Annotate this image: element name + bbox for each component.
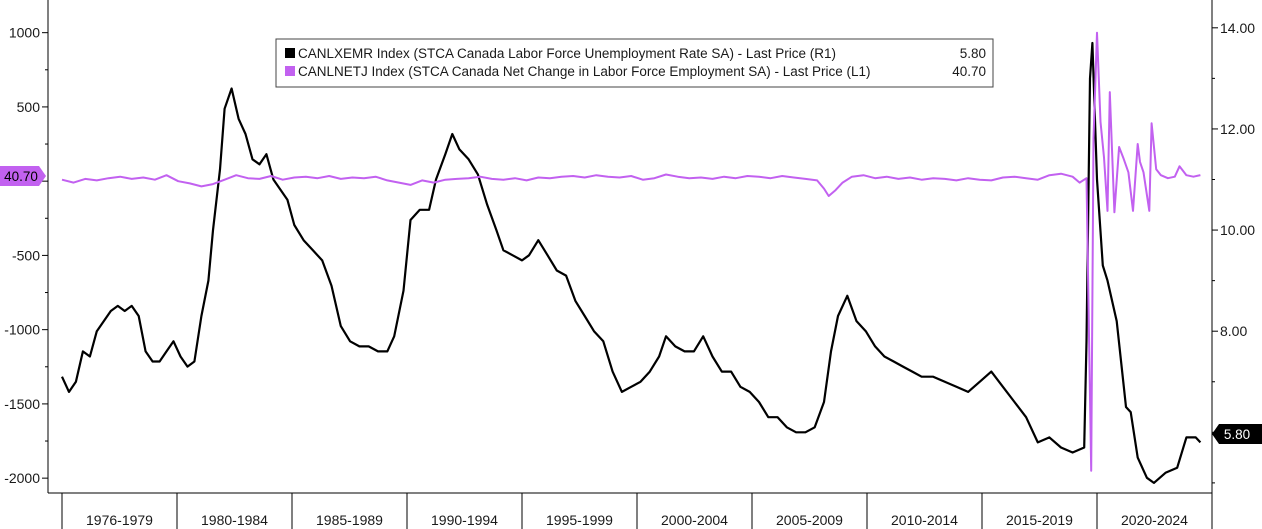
left-axis-tick-label: -1000 xyxy=(4,322,40,338)
left-axis-tick-label: 1000 xyxy=(9,25,40,41)
x-axis-tick-label: 2015-2019 xyxy=(1006,512,1073,528)
right-axis-tick-label: 14.00 xyxy=(1220,20,1255,36)
last-value-badges: 40.70 5.80 xyxy=(0,166,1262,444)
series-layer xyxy=(61,31,1202,484)
legend-swatch-employment xyxy=(285,66,295,76)
left-axis-tick-label: -2000 xyxy=(4,470,40,486)
legend-label-unemployment: CANLXEMR Index (STCA Canada Labor Force … xyxy=(298,46,836,61)
right-axis-tick-label: 12.00 xyxy=(1220,121,1255,137)
series-line-unemployment-rate xyxy=(61,41,1202,484)
badge-unemployment-value: 5.80 xyxy=(1224,427,1250,442)
x-axis-tick-label: 2020-2024 xyxy=(1121,512,1188,528)
legend-box xyxy=(275,38,994,88)
x-axis-tick-label: 2000-2004 xyxy=(661,512,728,528)
x-axis-tick-label: 1995-1999 xyxy=(546,512,613,528)
left-axis: 10005000-500-1000-1500-2000 xyxy=(4,0,49,493)
legend-swatch-unemployment xyxy=(285,48,295,58)
badge-employment-shape xyxy=(0,166,46,186)
x-axis: 1976-1979 1980-1984 1985-1989 1990-1994 1995… xyxy=(48,492,1213,529)
x-axis-tick-label: 2010-2014 xyxy=(891,512,958,528)
series-line-employment-change xyxy=(61,31,1201,472)
badge-employment-value: 40.70 xyxy=(4,169,38,184)
legend-value-employment: 40.70 xyxy=(952,64,986,79)
left-axis-tick-label: 500 xyxy=(17,99,41,115)
x-axis-tick-label: 1990-1994 xyxy=(431,512,498,528)
x-axis-tick-label: 2005-2009 xyxy=(776,512,843,528)
x-axis-tick-label: 1985-1989 xyxy=(316,512,383,528)
left-axis-tick-label: -1500 xyxy=(4,396,40,412)
left-axis-tick-label: -500 xyxy=(12,247,40,263)
right-axis-tick-label: 10.00 xyxy=(1220,222,1255,238)
x-axis-tick-label: 1980-1984 xyxy=(201,512,268,528)
legend: CANLXEMR Index (STCA Canada Labor Force … xyxy=(275,38,994,88)
badge-unemployment-shape xyxy=(1212,424,1262,444)
right-axis-tick-label: 8.00 xyxy=(1220,323,1247,339)
x-axis-tick-label: 1976-1979 xyxy=(86,512,153,528)
legend-value-unemployment: 5.80 xyxy=(960,46,986,61)
legend-label-employment: CANLNETJ Index (STCA Canada Net Change i… xyxy=(298,64,871,79)
